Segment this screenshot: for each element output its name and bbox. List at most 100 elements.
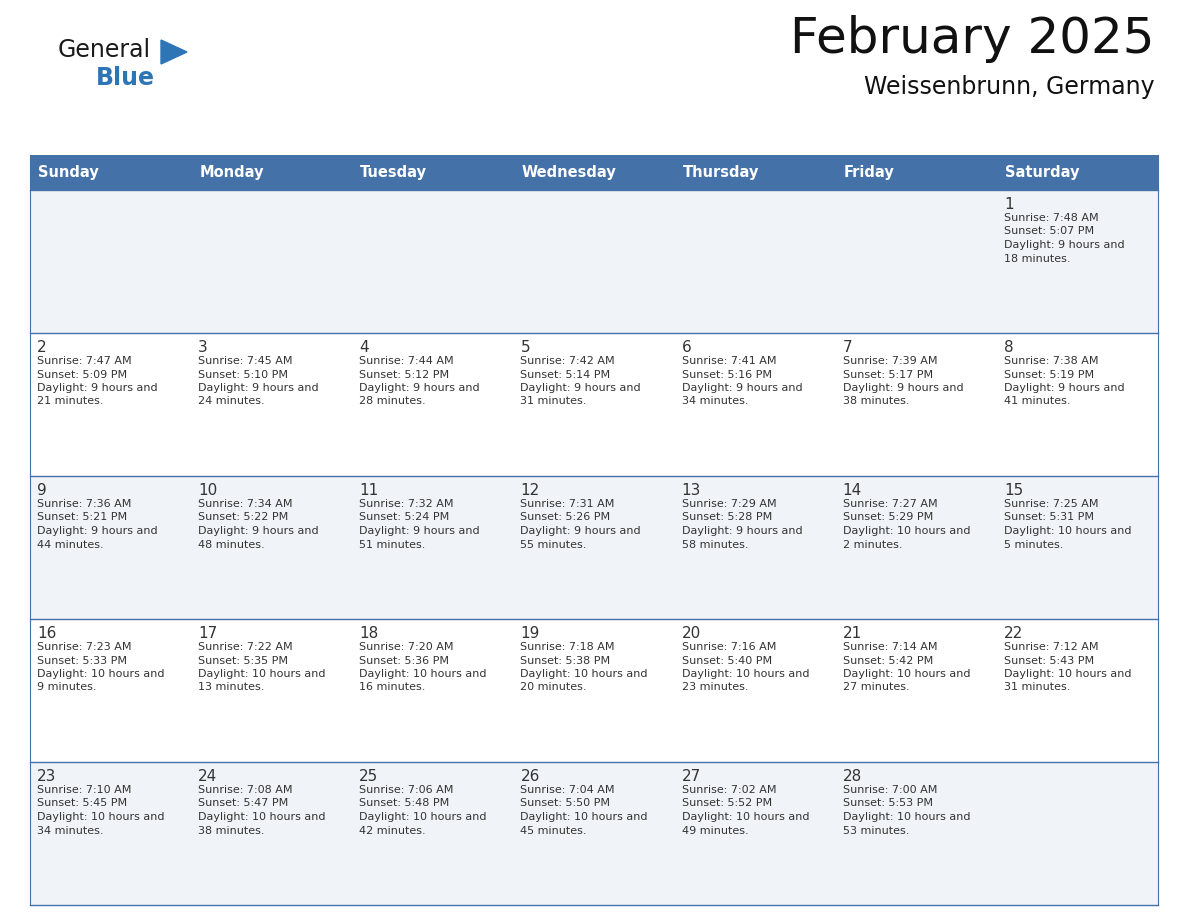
Text: Daylight: 9 hours and: Daylight: 9 hours and: [37, 383, 158, 393]
Text: 10: 10: [198, 483, 217, 498]
Text: Sunrise: 7:41 AM: Sunrise: 7:41 AM: [682, 356, 776, 366]
Text: Sunrise: 7:20 AM: Sunrise: 7:20 AM: [359, 642, 454, 652]
Text: Sunset: 5:17 PM: Sunset: 5:17 PM: [842, 370, 933, 379]
Text: 2: 2: [37, 340, 46, 355]
Text: Sunrise: 7:29 AM: Sunrise: 7:29 AM: [682, 499, 776, 509]
Text: Sunset: 5:48 PM: Sunset: 5:48 PM: [359, 799, 449, 809]
Text: Sunset: 5:16 PM: Sunset: 5:16 PM: [682, 370, 771, 379]
Text: 18: 18: [359, 626, 379, 641]
Text: Sunset: 5:42 PM: Sunset: 5:42 PM: [842, 655, 933, 666]
Text: 16 minutes.: 16 minutes.: [359, 682, 425, 692]
Text: Daylight: 9 hours and: Daylight: 9 hours and: [359, 383, 480, 393]
Text: Sunrise: 7:47 AM: Sunrise: 7:47 AM: [37, 356, 132, 366]
Text: Sunrise: 7:18 AM: Sunrise: 7:18 AM: [520, 642, 615, 652]
Text: Sunrise: 7:12 AM: Sunrise: 7:12 AM: [1004, 642, 1099, 652]
Text: Sunrise: 7:44 AM: Sunrise: 7:44 AM: [359, 356, 454, 366]
Text: Daylight: 9 hours and: Daylight: 9 hours and: [198, 383, 318, 393]
Text: Sunset: 5:09 PM: Sunset: 5:09 PM: [37, 370, 127, 379]
Text: 14: 14: [842, 483, 862, 498]
Text: 19: 19: [520, 626, 539, 641]
Text: Daylight: 9 hours and: Daylight: 9 hours and: [842, 383, 963, 393]
Text: Daylight: 10 hours and: Daylight: 10 hours and: [359, 812, 487, 822]
Text: Sunrise: 7:45 AM: Sunrise: 7:45 AM: [198, 356, 292, 366]
Text: 12: 12: [520, 483, 539, 498]
Text: 20 minutes.: 20 minutes.: [520, 682, 587, 692]
Text: 28 minutes.: 28 minutes.: [359, 397, 426, 407]
Text: 34 minutes.: 34 minutes.: [682, 397, 748, 407]
Text: Wednesday: Wednesday: [522, 165, 617, 180]
Text: Sunset: 5:53 PM: Sunset: 5:53 PM: [842, 799, 933, 809]
Text: Daylight: 10 hours and: Daylight: 10 hours and: [682, 669, 809, 679]
Text: Sunset: 5:38 PM: Sunset: 5:38 PM: [520, 655, 611, 666]
Text: Sunset: 5:35 PM: Sunset: 5:35 PM: [198, 655, 289, 666]
Text: Daylight: 9 hours and: Daylight: 9 hours and: [359, 526, 480, 536]
Text: 51 minutes.: 51 minutes.: [359, 540, 425, 550]
Text: 26: 26: [520, 769, 539, 784]
Text: Sunset: 5:21 PM: Sunset: 5:21 PM: [37, 512, 127, 522]
Text: General: General: [58, 38, 151, 62]
Text: Daylight: 9 hours and: Daylight: 9 hours and: [520, 383, 642, 393]
Text: 24 minutes.: 24 minutes.: [198, 397, 265, 407]
Text: Sunset: 5:50 PM: Sunset: 5:50 PM: [520, 799, 611, 809]
Text: Sunrise: 7:10 AM: Sunrise: 7:10 AM: [37, 785, 132, 795]
Text: 45 minutes.: 45 minutes.: [520, 825, 587, 835]
Text: Daylight: 10 hours and: Daylight: 10 hours and: [198, 812, 326, 822]
Text: Sunrise: 7:32 AM: Sunrise: 7:32 AM: [359, 499, 454, 509]
Text: 5 minutes.: 5 minutes.: [1004, 540, 1063, 550]
Text: Sunset: 5:28 PM: Sunset: 5:28 PM: [682, 512, 772, 522]
Text: Sunrise: 7:23 AM: Sunrise: 7:23 AM: [37, 642, 132, 652]
Text: Sunrise: 7:16 AM: Sunrise: 7:16 AM: [682, 642, 776, 652]
Text: 42 minutes.: 42 minutes.: [359, 825, 426, 835]
Text: 22: 22: [1004, 626, 1023, 641]
Text: Tuesday: Tuesday: [360, 165, 428, 180]
Text: Sunrise: 7:42 AM: Sunrise: 7:42 AM: [520, 356, 615, 366]
Text: Sunset: 5:40 PM: Sunset: 5:40 PM: [682, 655, 772, 666]
Text: Daylight: 9 hours and: Daylight: 9 hours and: [37, 526, 158, 536]
Text: Sunset: 5:29 PM: Sunset: 5:29 PM: [842, 512, 933, 522]
Text: 58 minutes.: 58 minutes.: [682, 540, 748, 550]
Text: Daylight: 9 hours and: Daylight: 9 hours and: [682, 526, 802, 536]
Text: 48 minutes.: 48 minutes.: [198, 540, 265, 550]
Text: 31 minutes.: 31 minutes.: [1004, 682, 1070, 692]
Text: 55 minutes.: 55 minutes.: [520, 540, 587, 550]
Text: 6: 6: [682, 340, 691, 355]
Text: 23: 23: [37, 769, 56, 784]
Text: Daylight: 9 hours and: Daylight: 9 hours and: [1004, 240, 1125, 250]
Text: Sunrise: 7:48 AM: Sunrise: 7:48 AM: [1004, 213, 1099, 223]
Bar: [30, 619, 1158, 762]
Text: 34 minutes.: 34 minutes.: [37, 825, 103, 835]
Text: 4: 4: [359, 340, 369, 355]
Text: Daylight: 10 hours and: Daylight: 10 hours and: [1004, 669, 1131, 679]
Text: 21 minutes.: 21 minutes.: [37, 397, 103, 407]
Text: 7: 7: [842, 340, 852, 355]
Text: Daylight: 9 hours and: Daylight: 9 hours and: [682, 383, 802, 393]
Text: 53 minutes.: 53 minutes.: [842, 825, 909, 835]
Text: 8: 8: [1004, 340, 1013, 355]
Text: Sunday: Sunday: [38, 165, 99, 180]
Text: Daylight: 10 hours and: Daylight: 10 hours and: [842, 526, 971, 536]
Text: Sunset: 5:45 PM: Sunset: 5:45 PM: [37, 799, 127, 809]
Text: Daylight: 10 hours and: Daylight: 10 hours and: [842, 812, 971, 822]
Text: Sunset: 5:14 PM: Sunset: 5:14 PM: [520, 370, 611, 379]
Text: Sunset: 5:07 PM: Sunset: 5:07 PM: [1004, 227, 1094, 237]
Text: Sunset: 5:31 PM: Sunset: 5:31 PM: [1004, 512, 1094, 522]
Text: Sunrise: 7:02 AM: Sunrise: 7:02 AM: [682, 785, 776, 795]
Text: Sunset: 5:12 PM: Sunset: 5:12 PM: [359, 370, 449, 379]
Text: 27: 27: [682, 769, 701, 784]
Bar: [30, 190, 1158, 333]
Text: Daylight: 10 hours and: Daylight: 10 hours and: [520, 812, 647, 822]
Text: Daylight: 10 hours and: Daylight: 10 hours and: [682, 812, 809, 822]
Text: 28: 28: [842, 769, 862, 784]
Text: Sunset: 5:47 PM: Sunset: 5:47 PM: [198, 799, 289, 809]
Bar: [30, 155, 1158, 190]
Text: Sunset: 5:36 PM: Sunset: 5:36 PM: [359, 655, 449, 666]
Text: Sunrise: 7:22 AM: Sunrise: 7:22 AM: [198, 642, 292, 652]
Text: 18 minutes.: 18 minutes.: [1004, 253, 1070, 263]
Text: 11: 11: [359, 483, 379, 498]
Text: 20: 20: [682, 626, 701, 641]
Text: Sunrise: 7:08 AM: Sunrise: 7:08 AM: [198, 785, 292, 795]
Bar: [30, 333, 1158, 476]
Text: 5: 5: [520, 340, 530, 355]
Text: 1: 1: [1004, 197, 1013, 212]
Text: 49 minutes.: 49 minutes.: [682, 825, 748, 835]
